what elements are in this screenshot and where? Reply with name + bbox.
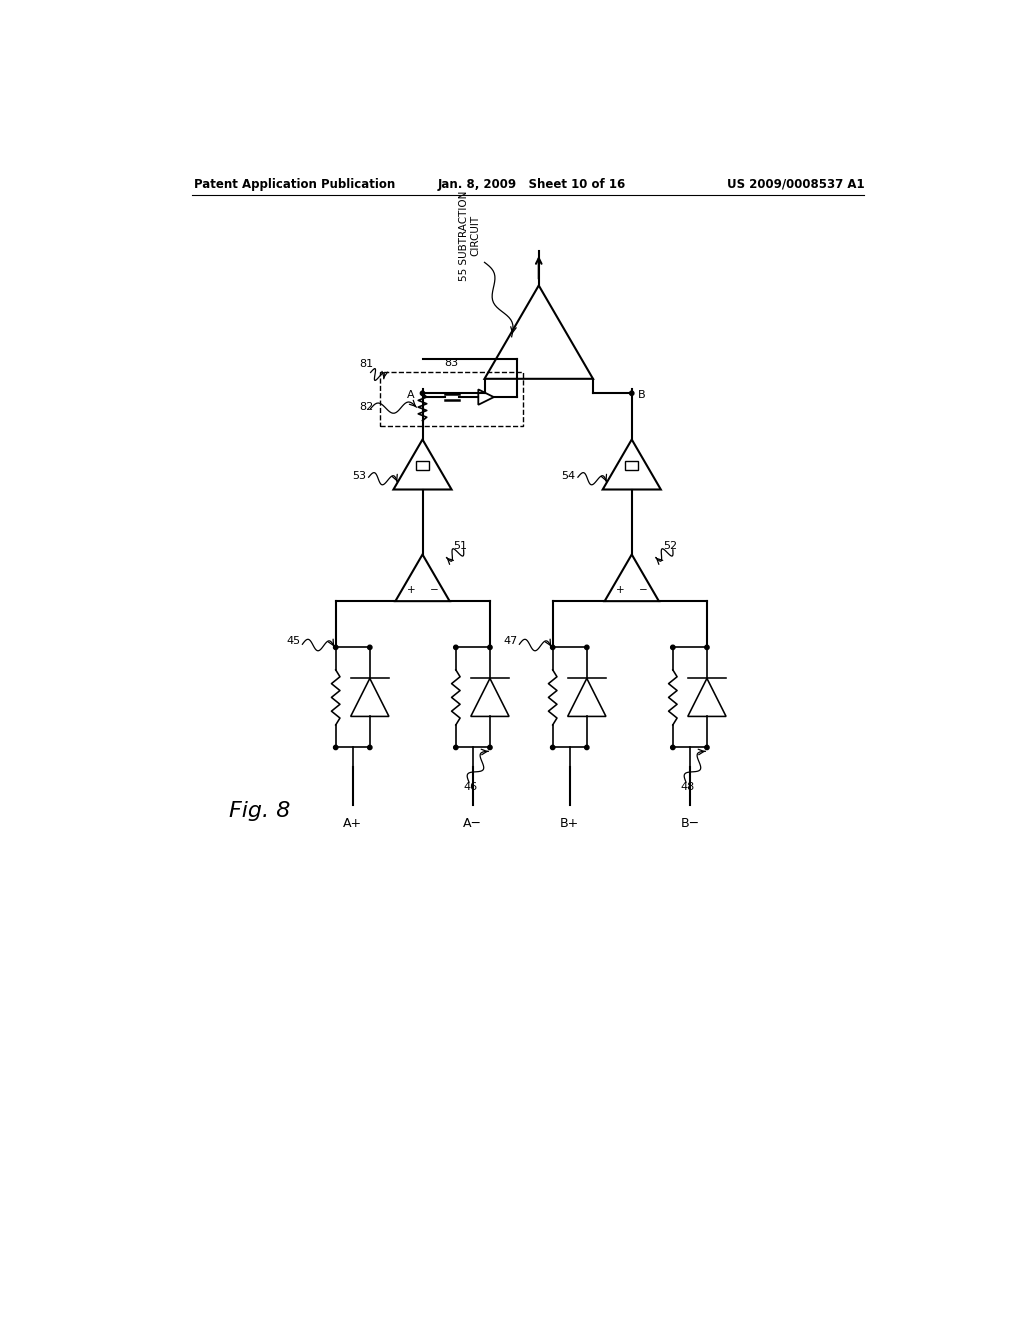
Text: +: + xyxy=(407,585,415,595)
Text: −: − xyxy=(430,585,438,595)
Text: B: B xyxy=(638,389,645,400)
Text: Jan. 8, 2009   Sheet 10 of 16: Jan. 8, 2009 Sheet 10 of 16 xyxy=(438,178,627,190)
Text: 82: 82 xyxy=(359,403,374,412)
Circle shape xyxy=(454,645,458,649)
Circle shape xyxy=(705,645,709,649)
Text: +: + xyxy=(615,585,625,595)
Text: 48: 48 xyxy=(681,783,695,792)
Text: −: − xyxy=(639,585,648,595)
Circle shape xyxy=(334,746,338,750)
Text: 46: 46 xyxy=(464,783,478,792)
Circle shape xyxy=(671,746,675,750)
Text: A: A xyxy=(408,389,415,400)
Circle shape xyxy=(551,645,555,649)
Bar xyxy=(416,461,429,470)
Text: US 2009/0008537 A1: US 2009/0008537 A1 xyxy=(727,178,864,190)
Circle shape xyxy=(551,746,555,750)
Circle shape xyxy=(420,391,425,396)
Text: 51: 51 xyxy=(454,541,468,550)
Bar xyxy=(380,372,523,426)
Circle shape xyxy=(334,645,338,649)
Text: 55 SUBTRACTION
CIRCUIT: 55 SUBTRACTION CIRCUIT xyxy=(459,190,480,281)
Text: B−: B− xyxy=(680,817,699,830)
Circle shape xyxy=(630,391,634,396)
Text: 81: 81 xyxy=(359,359,374,368)
Circle shape xyxy=(487,645,493,649)
Text: 45: 45 xyxy=(287,636,301,647)
Text: A−: A− xyxy=(464,817,482,830)
Text: 47: 47 xyxy=(504,636,518,647)
Text: B+: B+ xyxy=(560,817,580,830)
Circle shape xyxy=(705,746,709,750)
Text: A+: A+ xyxy=(343,817,362,830)
Circle shape xyxy=(671,645,675,649)
Circle shape xyxy=(368,746,372,750)
Text: 54: 54 xyxy=(561,471,575,480)
Circle shape xyxy=(585,746,589,750)
Text: 83: 83 xyxy=(444,358,459,368)
Text: Patent Application Publication: Patent Application Publication xyxy=(194,178,395,190)
Circle shape xyxy=(487,746,493,750)
Bar xyxy=(626,461,638,470)
Circle shape xyxy=(585,645,589,649)
Text: 53: 53 xyxy=(352,471,367,480)
Circle shape xyxy=(368,645,372,649)
Text: Fig. 8: Fig. 8 xyxy=(228,801,290,821)
Circle shape xyxy=(454,746,458,750)
Text: 52: 52 xyxy=(663,541,677,550)
